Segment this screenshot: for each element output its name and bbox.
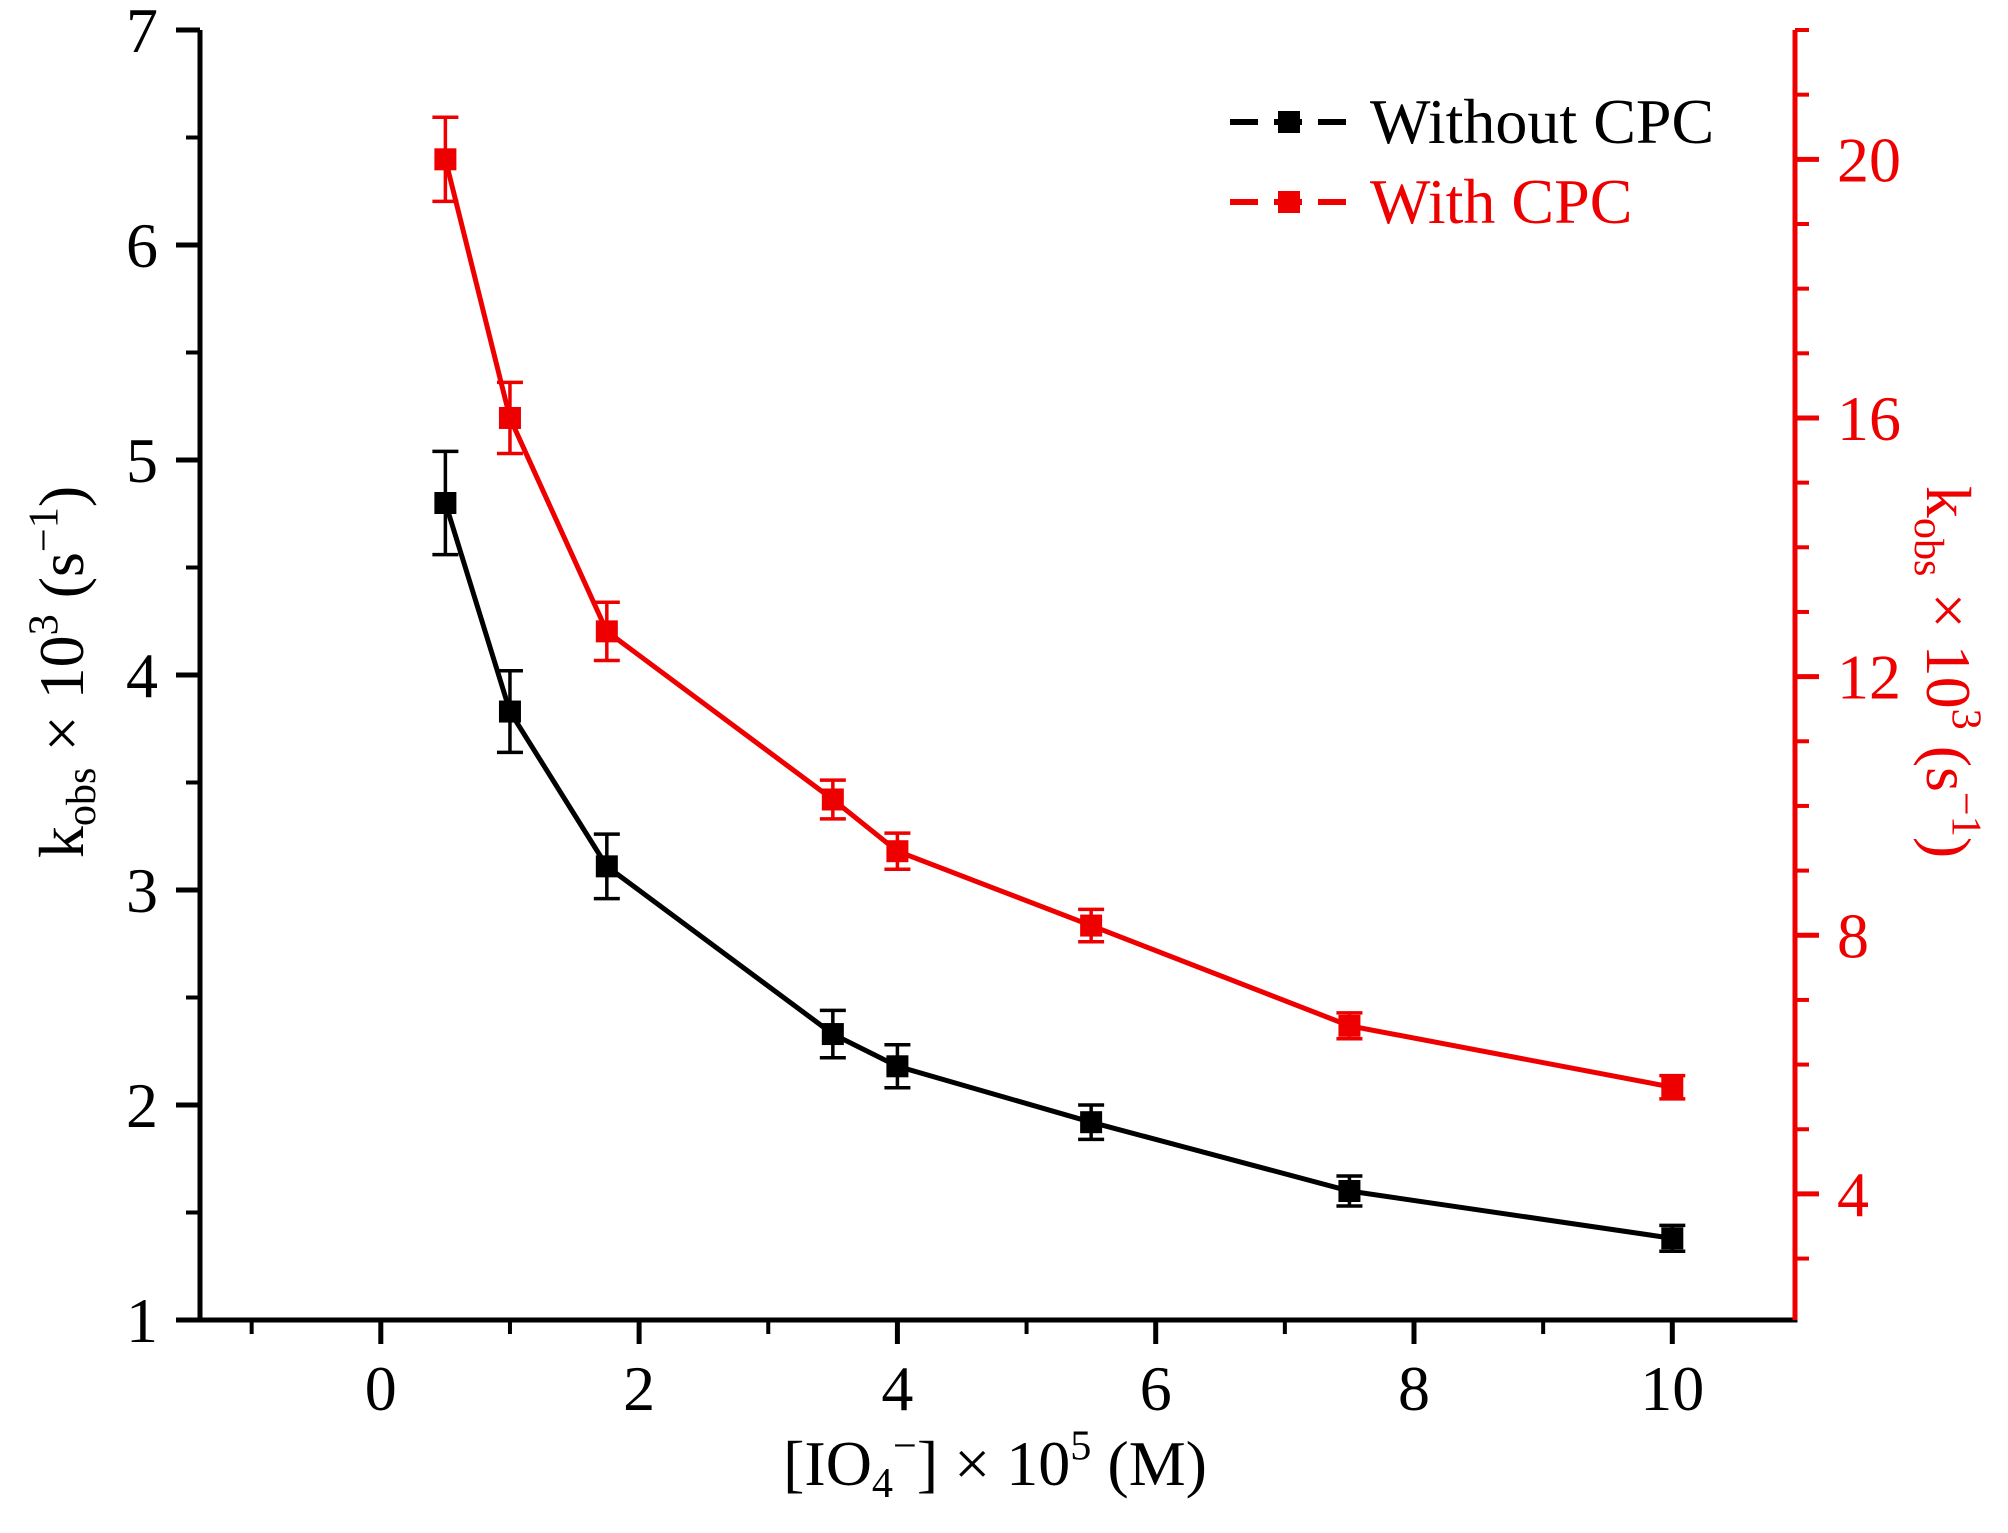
svg-text:12: 12 xyxy=(1837,642,1901,713)
svg-text:6: 6 xyxy=(126,210,158,281)
data-point xyxy=(1338,1014,1361,1037)
left-axis-title-sup: 3 xyxy=(20,614,68,636)
data-point xyxy=(434,492,457,514)
x-axis-title-text: [IO xyxy=(783,1428,872,1499)
right-axis-title-text: × 10 xyxy=(1913,576,1984,709)
left-axis-title-text: × 10 xyxy=(26,635,97,768)
data-point xyxy=(1661,1076,1684,1099)
svg-text:3: 3 xyxy=(126,855,158,926)
left-axis-title-sub: obs xyxy=(57,767,105,827)
svg-text:4: 4 xyxy=(1837,1159,1869,1230)
legend-label: Without CPC xyxy=(1370,86,1715,157)
svg-text:2: 2 xyxy=(623,1353,655,1424)
right-axis-title: kobs × 103 (s−1) xyxy=(1905,486,1989,858)
legend-item-with-cpc: With CPC xyxy=(1228,162,1714,242)
data-point xyxy=(821,1023,844,1046)
data-point xyxy=(595,620,618,643)
legend-sample-line-marker xyxy=(1230,111,1348,133)
left-axis-title-text: k xyxy=(26,826,97,859)
svg-text:8: 8 xyxy=(1398,1353,1430,1424)
data-point xyxy=(434,148,457,171)
svg-text:4: 4 xyxy=(881,1353,913,1424)
svg-text:6: 6 xyxy=(1140,1353,1172,1424)
data-point xyxy=(886,840,909,863)
right-axis-title-sup: 3 xyxy=(1942,708,1990,730)
series-with-cpc xyxy=(432,115,1686,1101)
left-axis-title-text: (s xyxy=(26,552,97,615)
x-axis-title: [IO4−] × 105 (M) xyxy=(783,1425,1207,1504)
legend-label: With CPC xyxy=(1370,166,1633,237)
right-axis-title-sub: obs xyxy=(1905,517,1953,577)
svg-text:1: 1 xyxy=(126,1285,158,1356)
left-axis-title-text: ) xyxy=(26,485,97,508)
x-axis-title-sup: − xyxy=(893,1422,917,1470)
right-axis-title-sup: −1 xyxy=(1942,791,1990,837)
data-point xyxy=(1080,1111,1103,1134)
svg-text:10: 10 xyxy=(1640,1353,1704,1424)
data-point xyxy=(1661,1227,1684,1250)
svg-text:0: 0 xyxy=(365,1353,397,1424)
right-axis-title-text: k xyxy=(1913,485,1984,518)
left-axis-title-sup: −1 xyxy=(20,507,68,553)
x-axis-title-sub: 4 xyxy=(871,1459,894,1507)
series-without-cpc xyxy=(432,449,1686,1253)
data-point xyxy=(498,406,521,429)
x-axis-title-sup: 5 xyxy=(1070,1422,1092,1470)
svg-text:7: 7 xyxy=(126,0,158,66)
svg-text:4: 4 xyxy=(126,640,158,711)
data-point xyxy=(886,1055,909,1078)
svg-text:8: 8 xyxy=(1837,900,1869,971)
right-axis-title-text: ) xyxy=(1913,836,1984,859)
x-axis-title-text: ] × 10 xyxy=(916,1428,1071,1499)
left-axis-title: kobs × 103 (s−1) xyxy=(21,486,105,858)
legend: Without CPC With CPC xyxy=(1228,82,1714,242)
data-point xyxy=(1080,914,1103,937)
legend-sample-line-marker xyxy=(1230,191,1348,213)
svg-text:5: 5 xyxy=(126,425,158,496)
data-point xyxy=(1338,1180,1361,1202)
legend-item-without-cpc: Without CPC xyxy=(1228,82,1714,162)
svg-text:2: 2 xyxy=(126,1070,158,1141)
data-point xyxy=(821,788,844,811)
x-axis-title-text: (M) xyxy=(1091,1428,1207,1499)
svg-text:16: 16 xyxy=(1837,383,1901,454)
data-point xyxy=(595,855,618,878)
svg-text:20: 20 xyxy=(1837,124,1901,195)
right-axis-title-text: (s xyxy=(1913,729,1984,792)
data-point xyxy=(498,700,521,723)
